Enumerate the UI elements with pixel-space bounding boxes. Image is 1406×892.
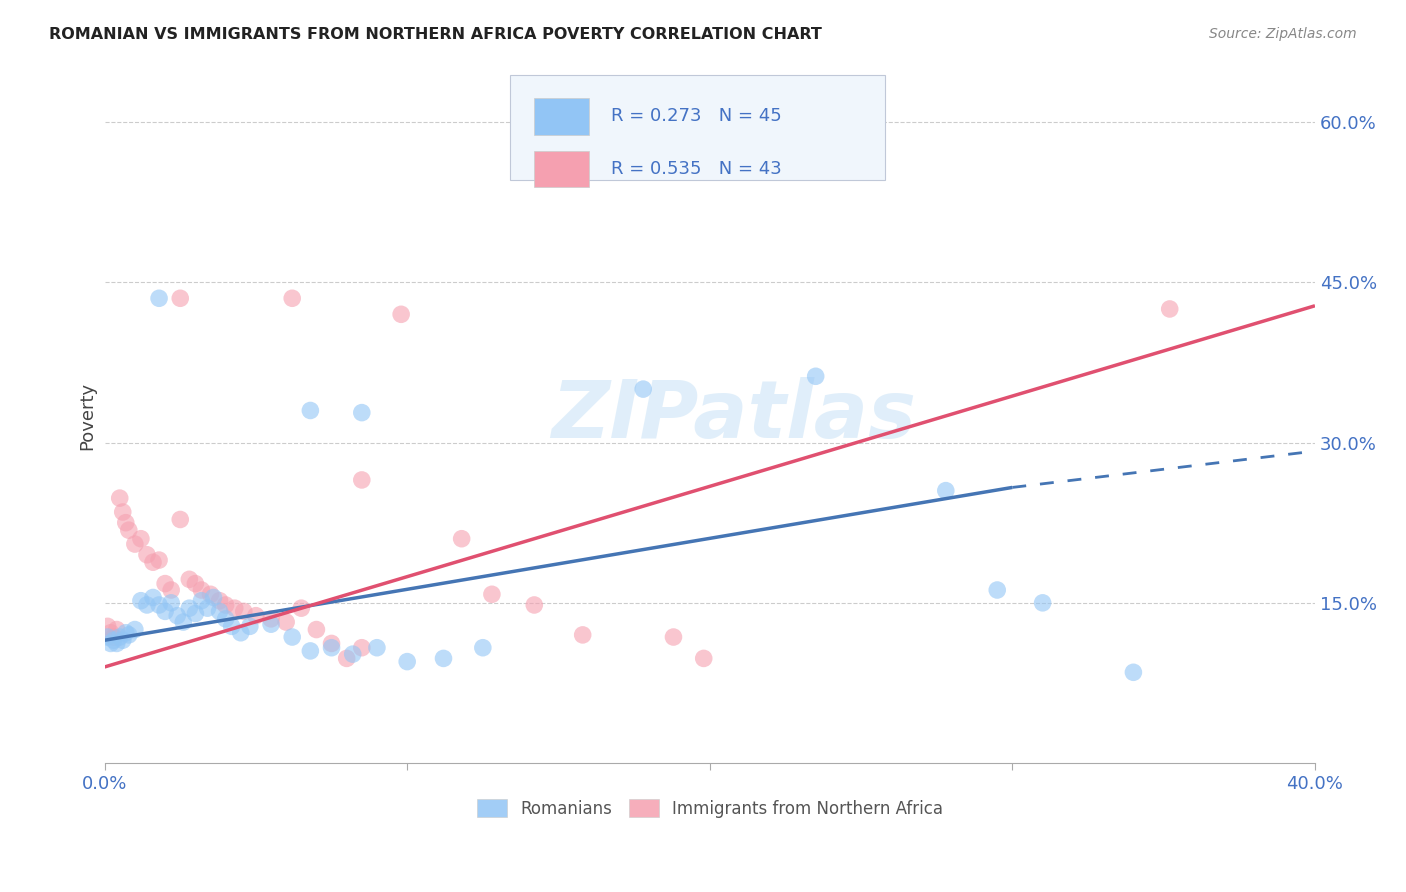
Point — [114, 516, 136, 530]
Point — [105, 636, 128, 650]
Point — [986, 582, 1008, 597]
Text: R = 0.535   N = 43: R = 0.535 N = 43 — [610, 161, 782, 178]
Text: Source: ZipAtlas.com: Source: ZipAtlas.com — [1209, 27, 1357, 41]
Point — [184, 607, 207, 621]
Point — [260, 617, 283, 632]
Point — [200, 587, 222, 601]
Point — [1032, 596, 1054, 610]
Point — [166, 608, 188, 623]
Y-axis label: Poverty: Poverty — [79, 382, 96, 450]
Point — [260, 612, 283, 626]
Point — [172, 615, 194, 629]
Point — [148, 598, 170, 612]
Point — [153, 604, 176, 618]
Point — [481, 587, 503, 601]
Point — [432, 651, 454, 665]
Point — [97, 630, 120, 644]
Point — [366, 640, 388, 655]
Point — [299, 644, 322, 658]
Point — [281, 291, 304, 305]
Point — [224, 601, 246, 615]
Point — [239, 619, 262, 633]
Point — [471, 640, 494, 655]
Point — [190, 582, 212, 597]
Point — [169, 291, 191, 305]
Point — [245, 608, 267, 623]
Point — [153, 576, 176, 591]
Point — [804, 369, 827, 384]
Point — [142, 555, 165, 569]
Point — [160, 582, 183, 597]
Point — [229, 625, 252, 640]
FancyBboxPatch shape — [510, 76, 886, 179]
Legend: Romanians, Immigrants from Northern Africa: Romanians, Immigrants from Northern Afri… — [470, 793, 949, 824]
Point — [396, 655, 419, 669]
Point — [214, 598, 236, 612]
Point — [184, 576, 207, 591]
Point — [103, 633, 125, 648]
Point — [305, 623, 328, 637]
Point — [290, 601, 312, 615]
Point — [111, 633, 134, 648]
Point — [299, 403, 322, 417]
Point — [129, 593, 152, 607]
Point — [118, 628, 141, 642]
Point — [105, 623, 128, 637]
Point — [100, 625, 122, 640]
Point — [342, 647, 364, 661]
Point — [179, 601, 201, 615]
Point — [631, 382, 654, 396]
Point — [103, 630, 125, 644]
Point — [114, 625, 136, 640]
Point — [108, 630, 131, 644]
Point — [197, 601, 219, 615]
Point — [221, 619, 243, 633]
Point — [450, 532, 472, 546]
Point — [111, 505, 134, 519]
Point — [389, 307, 412, 321]
Text: ZIPatlas: ZIPatlas — [551, 376, 917, 455]
Point — [662, 630, 685, 644]
Point — [148, 291, 170, 305]
Point — [321, 636, 343, 650]
Point — [100, 636, 122, 650]
Point — [179, 572, 201, 586]
Text: R = 0.273   N = 45: R = 0.273 N = 45 — [610, 107, 782, 126]
Point — [129, 532, 152, 546]
Point — [202, 591, 225, 605]
Point — [350, 473, 373, 487]
Point — [523, 598, 546, 612]
Point — [693, 651, 716, 665]
Point — [350, 406, 373, 420]
Point — [124, 537, 146, 551]
Bar — [534, 151, 589, 187]
Point — [1122, 665, 1144, 680]
Point — [190, 593, 212, 607]
Bar — [534, 98, 589, 135]
Point — [136, 548, 159, 562]
Point — [321, 640, 343, 655]
Point — [142, 591, 165, 605]
Point — [169, 512, 191, 526]
Point — [336, 651, 359, 665]
Point — [136, 598, 159, 612]
Point — [232, 604, 254, 618]
Point — [124, 623, 146, 637]
Point — [350, 640, 373, 655]
Point — [935, 483, 957, 498]
Point — [1159, 301, 1181, 316]
Point — [148, 553, 170, 567]
Point — [571, 628, 593, 642]
Point — [108, 491, 131, 505]
Point — [281, 630, 304, 644]
Point — [160, 596, 183, 610]
Point — [276, 615, 298, 629]
Point — [118, 523, 141, 537]
Point — [214, 612, 236, 626]
Point — [208, 604, 231, 618]
Point — [97, 619, 120, 633]
Text: ROMANIAN VS IMMIGRANTS FROM NORTHERN AFRICA POVERTY CORRELATION CHART: ROMANIAN VS IMMIGRANTS FROM NORTHERN AFR… — [49, 27, 823, 42]
Point — [208, 593, 231, 607]
